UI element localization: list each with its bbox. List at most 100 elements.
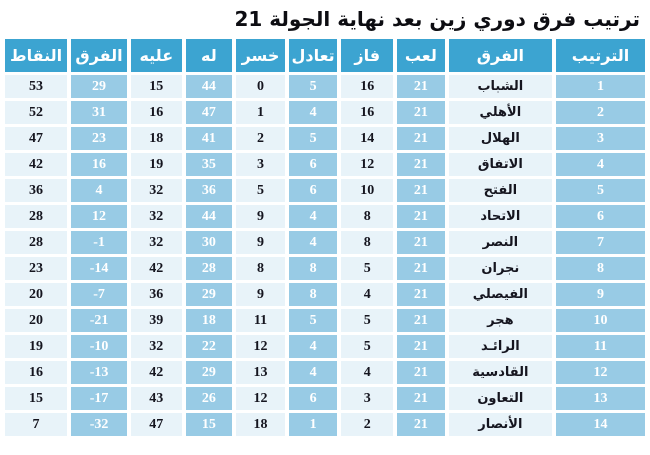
won-cell: 5 [341, 257, 394, 280]
goals-for-cell: 29 [185, 361, 233, 384]
lost-cell: 9 [236, 205, 285, 228]
goal-diff-cell: 29 [71, 75, 127, 98]
played-cell: 21 [397, 257, 445, 280]
goals-against-cell: 42 [130, 361, 182, 384]
table-row: 1 الشباب 21 16 5 0 44 15 29 53 [5, 75, 645, 98]
goal-diff-cell: 4 [71, 179, 127, 202]
goals-against-cell: 32 [130, 179, 182, 202]
team-name-cell: الأهلي [448, 101, 553, 124]
played-cell: 21 [397, 101, 445, 124]
table-row: 10 هجر 21 5 5 11 18 39 -21 20 [5, 309, 645, 332]
lost-cell: 8 [236, 257, 285, 280]
goal-diff-cell: -10 [71, 335, 127, 358]
goals-for-cell: 36 [185, 179, 233, 202]
lost-cell: 9 [236, 283, 285, 306]
lost-cell: 9 [236, 231, 285, 254]
won-cell: 3 [341, 387, 394, 410]
lost-cell: 1 [236, 101, 285, 124]
drawn-cell: 1 [288, 413, 338, 436]
lost-cell: 5 [236, 179, 285, 202]
lost-cell: 2 [236, 127, 285, 150]
table-row: 7 النصر 21 8 4 9 30 32 -1 28 [5, 231, 645, 254]
team-name-cell: الاتحاد [448, 205, 553, 228]
table-row: 2 الأهلي 21 16 4 1 47 16 31 52 [5, 101, 645, 124]
played-cell: 21 [397, 387, 445, 410]
table-row: 13 التعاون 21 3 6 12 26 43 -17 15 [5, 387, 645, 410]
points-cell: 23 [5, 257, 68, 280]
points-cell: 7 [5, 413, 68, 436]
won-cell: 2 [341, 413, 394, 436]
goal-diff-cell: 12 [71, 205, 127, 228]
played-cell: 21 [397, 153, 445, 176]
team-name-cell: الفتح [448, 179, 553, 202]
won-cell: 10 [341, 179, 394, 202]
points-cell: 20 [5, 283, 68, 306]
won-cell: 8 [341, 205, 394, 228]
points-cell: 42 [5, 153, 68, 176]
won-cell: 4 [341, 283, 394, 306]
drawn-cell: 6 [288, 179, 338, 202]
goal-diff-cell: -21 [71, 309, 127, 332]
lost-cell: 11 [236, 309, 285, 332]
won-cell: 16 [341, 75, 394, 98]
rank-cell: 2 [556, 101, 645, 124]
team-name-cell: الفيصلي [448, 283, 553, 306]
team-name-cell: الرائـد [448, 335, 553, 358]
drawn-cell: 5 [288, 309, 338, 332]
lost-cell: 0 [236, 75, 285, 98]
goals-for-cell: 28 [185, 257, 233, 280]
rank-cell: 12 [556, 361, 645, 384]
drawn-cell: 4 [288, 335, 338, 358]
goals-against-cell: 18 [130, 127, 182, 150]
goal-diff-cell: -32 [71, 413, 127, 436]
team-name-cell: النصر [448, 231, 553, 254]
won-cell: 14 [341, 127, 394, 150]
team-name-cell: هجر [448, 309, 553, 332]
won-cell: 5 [341, 335, 394, 358]
team-name-cell: نجران [448, 257, 553, 280]
team-name-cell: الشباب [448, 75, 553, 98]
goal-diff-cell: -17 [71, 387, 127, 410]
rank-cell: 9 [556, 283, 645, 306]
played-cell: 21 [397, 413, 445, 436]
goal-diff-cell: 23 [71, 127, 127, 150]
team-name-cell: الأنصار [448, 413, 553, 436]
goal-diff-cell: -7 [71, 283, 127, 306]
rank-cell: 11 [556, 335, 645, 358]
won-cell: 8 [341, 231, 394, 254]
rank-cell: 3 [556, 127, 645, 150]
goals-for-cell: 41 [185, 127, 233, 150]
team-name-cell: القادسية [448, 361, 553, 384]
drawn-cell: 4 [288, 101, 338, 124]
goals-against-cell: 47 [130, 413, 182, 436]
won-cell: 5 [341, 309, 394, 332]
goals-against-cell: 39 [130, 309, 182, 332]
table-row: 14 الأنصار 21 2 1 18 15 47 -32 7 [5, 413, 645, 436]
page-title: ترتيب فرق دوري زين بعد نهاية الجولة 21 [234, 7, 640, 31]
goals-for-cell: 18 [185, 309, 233, 332]
table-row: 11 الرائـد 21 5 4 12 22 32 -10 19 [5, 335, 645, 358]
goals-for-cell: 26 [185, 387, 233, 410]
goals-against-cell: 15 [130, 75, 182, 98]
drawn-cell: 4 [288, 205, 338, 228]
goal-diff-cell: -1 [71, 231, 127, 254]
team-name-cell: الاتفاق [448, 153, 553, 176]
column-header-won: فاز [341, 39, 394, 72]
rank-cell: 8 [556, 257, 645, 280]
won-cell: 4 [341, 361, 394, 384]
column-header-drawn: تعادل [288, 39, 338, 72]
points-cell: 36 [5, 179, 68, 202]
rank-cell: 4 [556, 153, 645, 176]
column-header-rank: الترتيب [556, 39, 645, 72]
column-header-for: له [185, 39, 233, 72]
rank-cell: 13 [556, 387, 645, 410]
team-name-cell: التعاون [448, 387, 553, 410]
goals-for-cell: 29 [185, 283, 233, 306]
points-cell: 47 [5, 127, 68, 150]
goals-for-cell: 44 [185, 75, 233, 98]
team-name-cell: الهلال [448, 127, 553, 150]
points-cell: 53 [5, 75, 68, 98]
goals-against-cell: 32 [130, 231, 182, 254]
goal-diff-cell: -14 [71, 257, 127, 280]
